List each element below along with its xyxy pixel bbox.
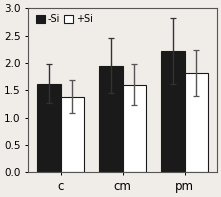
Bar [99,66,123,172]
Bar [61,97,84,172]
Bar [37,84,61,172]
Bar [185,73,208,172]
Legend: -Si, +Si: -Si, +Si [35,13,93,25]
Bar [161,51,185,172]
Bar [123,85,146,172]
